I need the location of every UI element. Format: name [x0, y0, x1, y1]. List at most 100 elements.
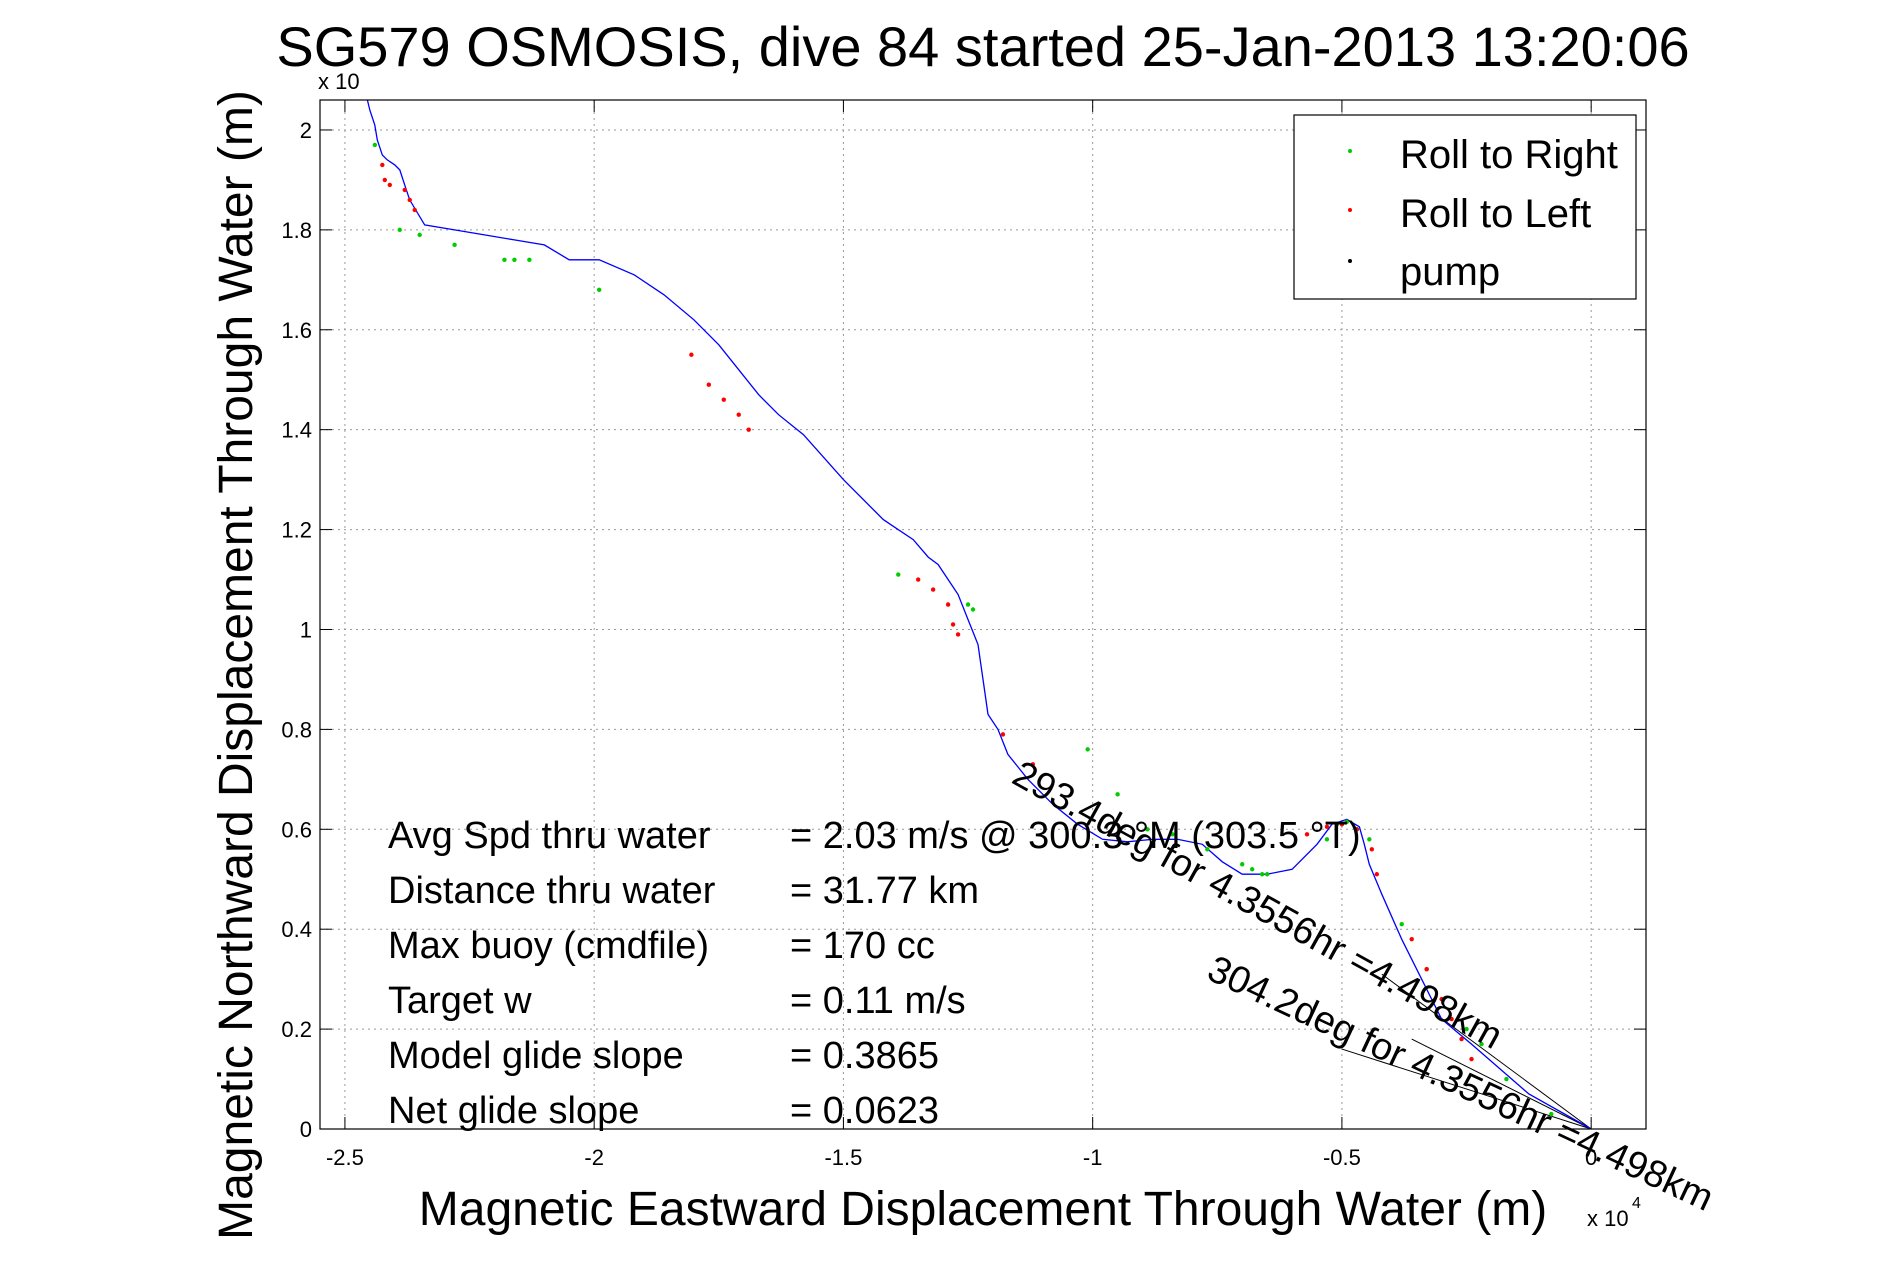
legend: Roll to Right Roll to Left pump — [1293, 114, 1637, 300]
track-line — [366, 99, 1592, 1130]
stat-label: Max buoy (cmdfile) — [388, 925, 709, 967]
x-axis: -2.5 -2 -1.5 -1 -0.5 0 — [326, 100, 1597, 1170]
track-group — [366, 99, 1592, 1130]
roll-right-point — [1205, 847, 1210, 852]
roll-right-point — [397, 227, 402, 233]
roll-left-point — [1339, 822, 1345, 827]
stats-block: Avg Spd thru water = 2.03 m/s @ 300.3 °M … — [388, 815, 1361, 1132]
roll-right-point — [1367, 837, 1372, 842]
roll-left-point — [1000, 732, 1006, 737]
roll-left-point — [1469, 1056, 1474, 1062]
y-axis: 0 0.2 0.4 0.6 0.8 1 1.2 1.4 1.6 1.8 2 — [281, 118, 1646, 1142]
roll-left-point — [402, 187, 407, 193]
roll-left-point — [915, 577, 921, 582]
stat-label: Distance thru water — [388, 870, 716, 912]
roll-right-point — [1249, 867, 1255, 872]
legend-marker-roll-left — [1348, 208, 1352, 212]
y-tick-label: 1.2 — [281, 518, 312, 543]
heading-lines — [1341, 973, 1592, 1130]
stat-label: Avg Spd thru water — [388, 815, 711, 857]
roll-left-point — [1449, 1016, 1454, 1022]
roll-right-point — [1259, 872, 1265, 877]
roll-left-point — [1354, 827, 1360, 832]
plot-frame — [319, 99, 1647, 1130]
roll-left-point — [380, 162, 385, 168]
roll-right-point — [1504, 1076, 1509, 1082]
roll-left-points — [380, 162, 1474, 1062]
x-axis-label: Magnetic Eastward Displacement Through W… — [419, 1183, 1547, 1236]
legend-label-roll-left: Roll to Left — [1400, 192, 1591, 236]
y-tick-label: 1.6 — [281, 318, 312, 343]
chart-title: SG579 OSMOSIS, dive 84 started 25-Jan-20… — [276, 15, 1689, 78]
y-axis-label: Magnetic Northward Displacement Through … — [210, 90, 263, 1240]
x-multiplier: x 10 — [1587, 1206, 1629, 1231]
roll-left-point — [407, 197, 412, 203]
y-tick-label: 0.2 — [281, 1017, 312, 1042]
legend-label-pump: pump — [1400, 250, 1500, 294]
roll-right-point — [1170, 832, 1175, 837]
stat-value: = 0.11 m/s — [790, 980, 966, 1022]
y-tick-label: 0.6 — [281, 817, 312, 842]
roll-left-point — [1409, 936, 1414, 942]
roll-left-point — [412, 207, 417, 213]
roll-right-point — [1344, 819, 1350, 824]
x-tick-label: 0 — [1585, 1145, 1597, 1170]
roll-left-point — [1374, 872, 1380, 877]
roll-left-point — [1030, 762, 1036, 767]
roll-left-point — [1424, 966, 1429, 972]
x-tick-label: -2.5 — [326, 1145, 364, 1170]
stat-value: = 31.77 km — [790, 870, 979, 912]
stat-value: = 0.3865 — [790, 1035, 939, 1077]
y-tick-label: 1.8 — [281, 218, 312, 243]
roll-right-point — [965, 602, 971, 607]
x-multiplier-exponent: 4 — [1632, 1195, 1641, 1212]
roll-right-points — [372, 142, 1554, 1117]
roll-left-point — [1439, 996, 1444, 1002]
y-multiplier: x 10 — [318, 69, 360, 94]
roll-right-point — [1115, 792, 1120, 797]
roll-left-point — [706, 382, 712, 387]
roll-left-point — [746, 427, 751, 432]
roll-right-point — [596, 287, 602, 293]
x-tick-label: -1.5 — [824, 1145, 862, 1170]
stat-value: = 2.03 m/s @ 300.3 °M (303.5 °T) — [790, 815, 1361, 857]
roll-left-point — [1459, 1036, 1464, 1042]
roll-right-point — [372, 142, 378, 148]
y-tick-label: 0 — [300, 1117, 312, 1142]
stat-label: Net glide slope — [388, 1090, 639, 1132]
roll-left-point — [1369, 847, 1375, 852]
roll-right-point — [1240, 862, 1245, 867]
roll-right-point — [1145, 827, 1150, 832]
roll-right-point — [502, 257, 507, 263]
roll-left-point — [721, 397, 726, 402]
stat-value: = 0.0623 — [790, 1090, 939, 1132]
x-tick-label: -1 — [1083, 1145, 1103, 1170]
roll-left-point — [1324, 824, 1330, 829]
roll-left-point — [945, 602, 951, 607]
roll-left-point — [387, 182, 392, 188]
legend-marker-roll-right — [1348, 149, 1352, 153]
roll-left-point — [736, 412, 741, 417]
roll-left-point — [1304, 832, 1310, 837]
roll-right-point — [512, 257, 517, 263]
roll-right-point — [452, 242, 457, 248]
stat-value: = 170 cc — [790, 925, 935, 967]
legend-box — [1293, 114, 1637, 300]
heading-line — [1411, 1038, 1592, 1130]
heading-line — [1381, 973, 1592, 1130]
roll-right-point — [1334, 822, 1340, 827]
roll-right-point — [1479, 1041, 1484, 1047]
y-tick-label: 0.4 — [281, 917, 312, 942]
roll-right-point — [1085, 747, 1090, 752]
roll-right-point — [417, 232, 422, 238]
y-tick-label: 0.8 — [281, 717, 312, 742]
roll-left-point — [930, 587, 936, 592]
roll-right-point — [1264, 872, 1270, 877]
heading-line — [1341, 1048, 1592, 1130]
roll-left-point — [382, 177, 388, 183]
roll-right-point — [1399, 921, 1404, 927]
stat-label: Target w — [388, 980, 532, 1022]
roll-right-point — [1549, 1111, 1554, 1117]
stat-label: Model glide slope — [388, 1035, 684, 1077]
